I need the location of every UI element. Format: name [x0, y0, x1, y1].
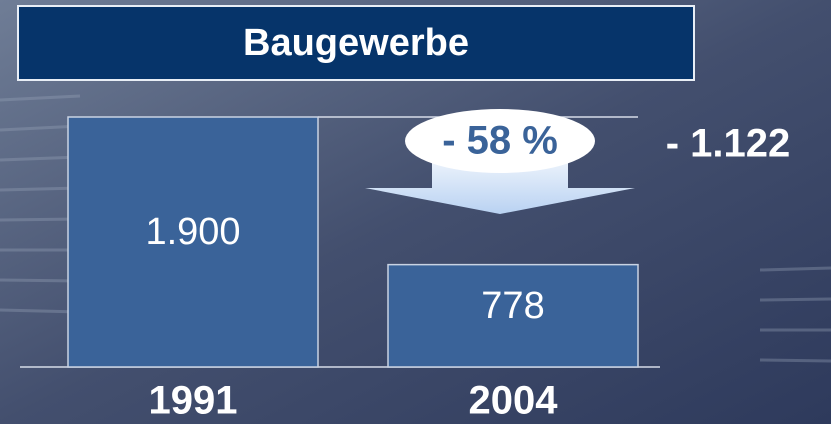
chart: Baugewerbe 1.900 778 - 58 % - 1.122 1991 2…: [0, 0, 831, 424]
percent-change: - 58 %: [442, 119, 558, 163]
value-label: 1.900: [145, 211, 240, 253]
x-tick-label: 1991: [149, 379, 238, 423]
absolute-change: - 1.122: [666, 122, 791, 166]
value-label: 778: [481, 285, 544, 327]
chart-title: Baugewerbe: [243, 22, 469, 64]
x-tick-label: 2004: [469, 379, 559, 423]
